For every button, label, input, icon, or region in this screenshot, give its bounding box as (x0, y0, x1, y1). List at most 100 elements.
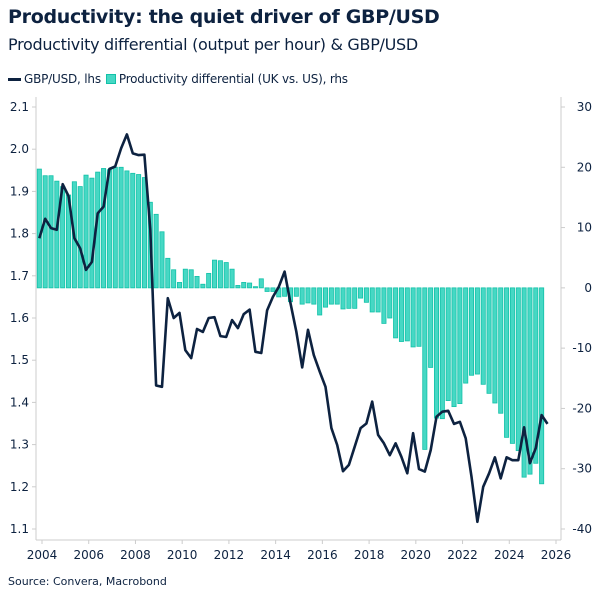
productivity-bar (141, 177, 147, 289)
chart-title: Productivity: the quiet driver of GBP/US… (8, 6, 440, 28)
productivity-bar (171, 269, 177, 289)
productivity-bar (299, 287, 305, 305)
productivity-bar (48, 175, 54, 289)
productivity-bar (498, 287, 504, 414)
productivity-bar (393, 287, 399, 339)
productivity-bar (182, 268, 188, 289)
productivity-bar (439, 287, 445, 420)
productivity-bar (229, 268, 235, 289)
productivity-bar (521, 287, 527, 478)
productivity-bar (445, 287, 451, 401)
productivity-bar (369, 287, 375, 313)
productivity-bar (136, 174, 142, 289)
x-tick-label: 2012 (214, 548, 245, 562)
productivity-bar (311, 287, 317, 305)
productivity-bar (165, 257, 171, 289)
productivity-bar (159, 231, 165, 289)
productivity-bar (387, 287, 393, 319)
productivity-bar (410, 287, 416, 348)
productivity-bar (212, 259, 218, 289)
productivity-bar (77, 186, 83, 289)
productivity-bar (422, 287, 428, 450)
productivity-bar (533, 287, 539, 464)
productivity-bar (328, 287, 334, 305)
productivity-bar (194, 276, 200, 289)
left-tick-label: 1.1 (10, 522, 29, 536)
right-tick-label: -20 (572, 401, 592, 415)
left-tick-label: 1.9 (10, 184, 29, 198)
productivity-bar (42, 175, 48, 289)
productivity-bar (106, 169, 112, 289)
right-tick-label: -40 (572, 522, 592, 536)
gbpusd-line (38, 133, 549, 524)
productivity-bar (206, 272, 212, 289)
legend-line-swatch (8, 77, 21, 81)
x-tick-label: 2020 (401, 548, 432, 562)
productivity-bar (118, 166, 124, 289)
productivity-bar (451, 287, 457, 408)
productivity-bar (252, 286, 258, 289)
productivity-bar (89, 177, 95, 289)
productivity-bar (457, 287, 463, 405)
productivity-bar (509, 287, 515, 444)
chart-subtitle: Productivity differential (output per ho… (8, 35, 418, 54)
x-tick-label: 2022 (447, 548, 478, 562)
productivity-bar (305, 287, 311, 304)
x-tick-label: 2026 (541, 548, 572, 562)
productivity-bar (176, 282, 182, 289)
productivity-bar (340, 287, 346, 310)
productivity-bar (101, 168, 107, 289)
productivity-bar (416, 287, 422, 347)
legend-label-productivity: Productivity differential (UK vs. US), r… (118, 72, 348, 86)
x-tick-label: 2018 (354, 548, 385, 562)
productivity-bar (54, 180, 60, 289)
productivity-bar (241, 282, 247, 289)
productivity-bar (264, 287, 270, 292)
productivity-bar (463, 287, 469, 384)
productivity-bar (153, 213, 159, 289)
left-tick-label: 1.7 (10, 269, 29, 283)
productivity-bar (375, 287, 381, 313)
productivity-bar (317, 287, 323, 316)
productivity-bar (282, 287, 288, 297)
productivity-bar (480, 287, 486, 385)
right-tick-label: 10 (577, 221, 592, 235)
x-tick-label: 2024 (494, 548, 525, 562)
left-tick-label: 1.6 (10, 311, 29, 325)
right-tick-label: 0 (584, 281, 592, 295)
productivity-bar (323, 287, 329, 308)
productivity-bar (358, 287, 364, 299)
productivity-bar (428, 287, 434, 368)
left-tick-label: 2.0 (10, 142, 29, 156)
x-tick-label: 2004 (27, 548, 58, 562)
legend-bar-swatch (105, 74, 116, 84)
productivity-bar (492, 287, 498, 404)
productivity-bar (404, 287, 410, 342)
right-tick-label: 30 (577, 100, 592, 114)
legend: GBP/USD, lhs Productivity differential (… (8, 72, 348, 86)
productivity-bar (363, 287, 369, 303)
x-tick-label: 2006 (73, 548, 104, 562)
left-tick-label: 1.2 (10, 480, 29, 494)
left-tick-label: 2.1 (10, 100, 29, 114)
source-note: Source: Convera, Macrobond (8, 575, 167, 588)
x-tick-label: 2010 (167, 548, 198, 562)
right-tick-label: 20 (577, 160, 592, 174)
left-tick-label: 1.3 (10, 438, 29, 452)
productivity-bar (381, 287, 387, 324)
productivity-bar (433, 287, 439, 419)
productivity-bar (83, 174, 89, 289)
productivity-bar (486, 287, 492, 394)
productivity-bar (474, 287, 480, 375)
productivity-bar (469, 287, 475, 376)
productivity-bar (346, 287, 352, 309)
x-tick-label: 2014 (260, 548, 291, 562)
left-tick-label: 1.4 (10, 395, 29, 409)
productivity-bar (223, 262, 229, 289)
productivity-bar (112, 166, 118, 289)
productivity-bar (270, 287, 276, 292)
x-tick-label: 2008 (120, 548, 151, 562)
productivity-bar (200, 283, 206, 289)
right-tick-label: -10 (572, 341, 592, 355)
